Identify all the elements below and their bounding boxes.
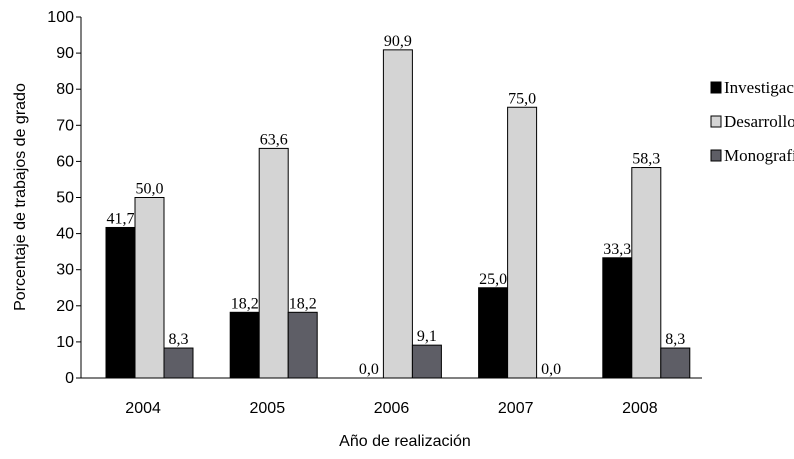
bar-desarrollo-2006 [382,49,413,379]
data-label: 50,0 [136,181,164,198]
x-axis-title: Año de realización [339,433,471,450]
data-label: 18,2 [231,295,259,312]
legend-swatch [710,81,722,94]
bar-investigación-2005 [229,311,260,379]
y-tick-label: 30 [56,262,74,279]
legend-label: Monografía [724,146,794,165]
y-tick-label: 10 [56,334,74,351]
y-tick-label: 50 [56,190,74,207]
data-label: 9,1 [417,328,437,345]
bar-monografía-2005 [287,311,318,379]
x-tick-label: 2004 [125,400,161,417]
y-tick-label: 40 [56,226,74,243]
data-label: 58,3 [632,151,660,168]
data-label: 8,3 [665,331,685,348]
data-label: 0,0 [541,361,561,378]
y-axis-title: Porcentaje de trabajos de grado [12,83,29,311]
y-tick-label: 60 [56,153,74,170]
bar-desarrollo-2005 [258,147,289,379]
legend-label: Desarrollo [724,112,794,131]
bar-monografía-2008 [660,347,691,379]
x-tick-label: 2006 [374,400,410,417]
legend-label: Investigación [724,78,794,97]
y-tick-label: 80 [56,81,74,98]
bar-desarrollo-2007 [507,106,538,379]
x-tick-label: 2005 [250,400,286,417]
y-tick-label: 20 [56,298,74,315]
data-label: 8,3 [169,331,189,348]
data-label: 75,0 [508,90,536,107]
x-tick-label: 2007 [498,400,534,417]
data-label: 63,6 [260,131,288,148]
y-tick-label: 70 [56,117,74,134]
data-label: 18,2 [289,295,317,312]
legend-swatch [710,115,722,128]
data-label: 0,0 [359,361,379,378]
data-label: 33,3 [603,241,631,258]
bar-monografía-2006 [411,344,442,379]
bar-investigación-2004 [105,226,136,379]
x-tick-label: 2008 [622,400,658,417]
bar-investigación-2008 [602,257,633,379]
bar-monografía-2004 [163,347,194,379]
legend: Investigación Desarrollo Monografía [710,78,794,165]
data-label: 41,7 [107,210,135,227]
data-label: 25,0 [479,271,507,288]
bar-investigación-2007 [478,287,509,379]
legend-swatch [710,149,722,162]
plot-area: 0 10 20 30 40 50 60 70 80 90 100 2004 2005 2006 2007 20… [47,9,702,417]
y-tick-label: 0 [65,370,74,387]
data-label: 90,9 [384,33,412,50]
bar-desarrollo-2008 [631,167,662,379]
y-tick-label: 100 [47,9,74,26]
y-tick-label: 90 [56,45,74,62]
bar-desarrollo-2004 [134,197,165,379]
